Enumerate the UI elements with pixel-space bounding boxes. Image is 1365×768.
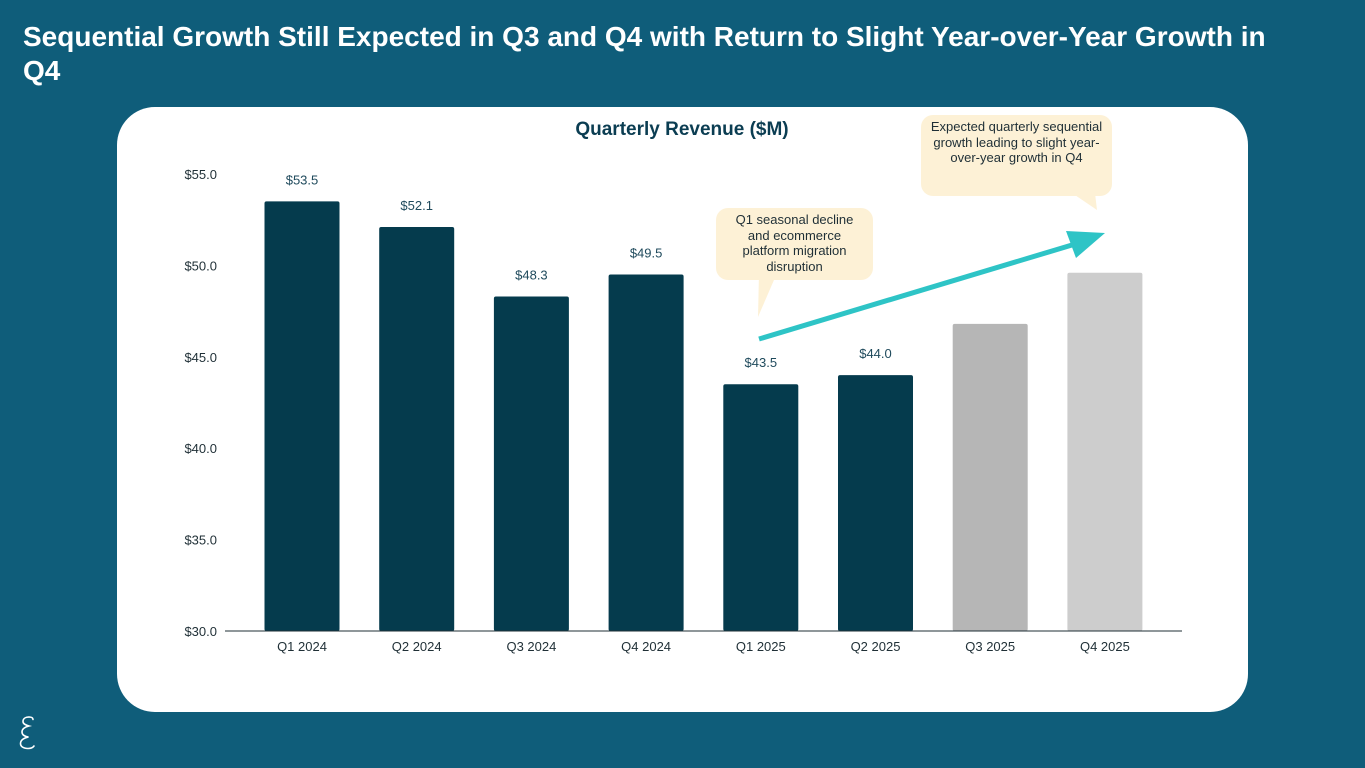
y-tick-label: $35.0	[184, 533, 217, 548]
bar-q3-2025	[952, 323, 1028, 631]
company-logo-icon	[19, 716, 35, 750]
value-label: $52.1	[400, 198, 433, 213]
value-label: $49.5	[630, 246, 663, 261]
annotation-q1-decline: Q1 seasonal decline and ecommerce platfo…	[716, 208, 873, 280]
y-tick-label: $55.0	[184, 167, 217, 182]
x-tick-label: Q2 2025	[851, 639, 901, 654]
value-label: $53.5	[286, 172, 319, 187]
revenue-bar-chart: $53.5 $52.1 $48.3 $49.5 $43.5 $44.0 $30.0 $35.…	[184, 167, 1182, 654]
x-tick-label: Q3 2024	[506, 639, 556, 654]
value-label: $43.5	[745, 355, 778, 370]
bar-q3-2024	[493, 296, 569, 631]
value-label: $48.3	[515, 268, 548, 283]
x-tick-label: Q2 2024	[392, 639, 442, 654]
y-tick-label: $45.0	[184, 350, 217, 365]
x-tick-label: Q3 2025	[965, 639, 1015, 654]
bar-q4-2024	[608, 274, 684, 631]
bar-q2-2024	[379, 227, 455, 631]
chart-title: Quarterly Revenue ($M)	[575, 119, 789, 140]
trend-arrow-shaft	[758, 242, 1073, 342]
bar-q1-2024	[264, 201, 340, 631]
x-tick-label: Q1 2024	[277, 639, 327, 654]
x-tick-label: Q1 2025	[736, 639, 786, 654]
y-tick-label: $30.0	[184, 624, 217, 639]
slide-title: Sequential Growth Still Expected in Q3 a…	[23, 21, 1266, 86]
annotation-expected-growth: Expected quarterly sequential growth lea…	[921, 115, 1112, 196]
callout-pointer-2	[1072, 193, 1097, 210]
x-tick-label: Q4 2024	[621, 639, 671, 654]
y-tick-label: $40.0	[184, 441, 217, 456]
trend-arrow-head	[1066, 231, 1105, 258]
bar-q2-2025	[838, 375, 913, 631]
value-label: $44.0	[859, 346, 892, 361]
x-tick-label: Q4 2025	[1080, 639, 1130, 654]
y-tick-label: $50.0	[184, 258, 217, 273]
bar-q4-2025	[1067, 272, 1143, 631]
bar-q1-2025	[723, 384, 799, 631]
chart-card: $53.5 $52.1 $48.3 $49.5 $43.5 $44.0 $30.0 $35.…	[117, 107, 1248, 712]
trend-arrow	[758, 231, 1105, 342]
callout-pointer-1	[758, 273, 777, 317]
